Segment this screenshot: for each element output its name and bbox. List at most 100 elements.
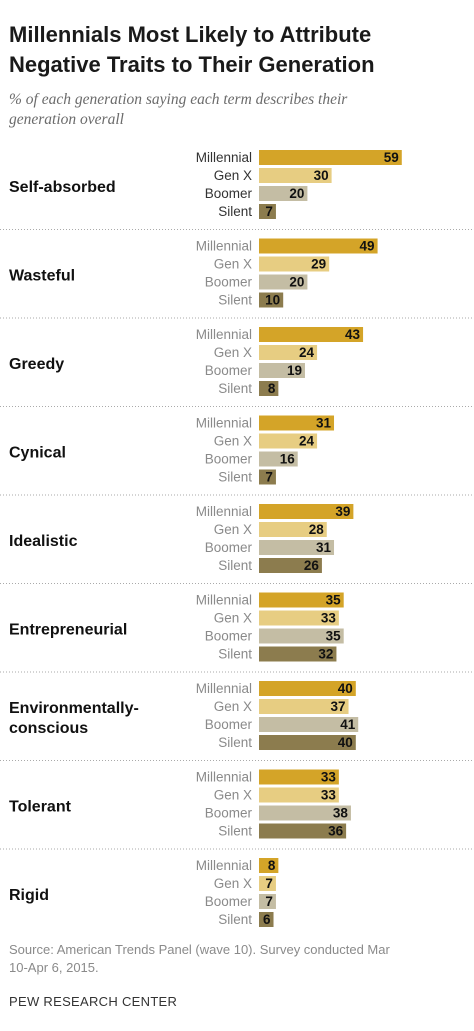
grouped-bar-chart: Self-absorbed Millennial 59 Gen X 30 Boomer 20… [0,150,474,927]
bar-greedy-boomer [259,363,305,378]
series-label-millennial: Millennial [196,504,252,519]
value-label: 24 [299,345,315,360]
bar-cynical-silent [259,469,276,485]
value-label: 40 [338,735,353,750]
bar-tolerant-boomer [259,805,351,821]
series-label-gen-x: Gen X [214,611,252,626]
bar-self-absorbed-boomer [259,186,308,201]
category-label: conscious [9,720,88,737]
bar-idealistic-silent [259,558,322,573]
value-label: 10 [265,293,280,308]
series-label-silent: Silent [218,912,252,927]
bar-entrepreneurial-silent [259,646,337,662]
bar-group-tolerant: Tolerant Millennial 33 Gen X 33 Boomer 38 Silen… [0,760,474,839]
value-label: 16 [280,452,296,467]
value-label: 35 [326,629,342,644]
category-label: Self-absorbed [9,179,116,196]
bar-rigid-millennial [259,858,279,873]
series-label-millennial: Millennial [196,150,252,165]
bar-group-entrepreneurial: Entrepreneurial Millennial 35 Gen X 33 Boomer… [0,583,474,662]
series-label-gen-x: Gen X [214,788,252,803]
bar-entrepreneurial-millennial [259,592,344,608]
bar-wasteful-boomer [259,274,308,290]
chart-title: Millennials Most Likely to Attribute Neg… [9,20,469,80]
bar-wasteful-millennial [259,238,378,254]
bar-idealistic-boomer [259,540,335,555]
series-label-silent: Silent [218,293,252,308]
series-label-boomer: Boomer [205,717,253,732]
value-label: 6 [263,912,271,927]
bar-rigid-silent [259,912,274,927]
value-label: 35 [326,593,342,608]
value-label: 32 [318,647,333,662]
series-label-gen-x: Gen X [214,522,252,537]
bar-cynical-boomer [259,451,298,467]
bar-entrepreneurial-boomer [259,628,344,644]
value-label: 38 [333,806,349,821]
bar-self-absorbed-millennial [259,150,402,165]
value-label: 7 [265,204,273,219]
series-label-millennial: Millennial [196,858,252,873]
category-label: Greedy [9,356,64,373]
value-label: 37 [331,699,346,714]
series-label-silent: Silent [218,558,252,573]
bar-environmentally-conscious-silent [259,735,356,750]
series-label-boomer: Boomer [205,540,253,555]
bar-group-greedy: Greedy Millennial 43 Gen X 24 Boomer 19 Silent 8 [0,317,474,396]
value-label: 41 [340,717,356,732]
series-label-millennial: Millennial [196,239,252,254]
value-label: 40 [338,681,353,696]
value-label: 7 [265,894,273,909]
bar-greedy-gen-x [259,345,318,360]
bar-self-absorbed-gen-x [259,168,332,183]
bar-rigid-gen-x [259,876,276,891]
bar-group-rigid: Rigid Millennial 8 Gen X 7 Boomer 7 Silent 6 [0,848,474,927]
series-label-millennial: Millennial [196,770,252,785]
category-label: Wasteful [9,268,75,285]
series-label-boomer: Boomer [205,806,253,821]
value-label: 33 [321,770,337,785]
category-label: Tolerant [9,799,72,816]
value-label: 43 [345,327,361,342]
pew-credit: PEW RESEARCH CENTER [9,994,178,1009]
bar-group-self-absorbed: Self-absorbed Millennial 59 Gen X 30 Boomer 20… [9,150,402,219]
bar-group-idealistic: Idealistic Millennial 39 Gen X 28 Boomer 31 Sil… [0,494,474,573]
bar-tolerant-gen-x [259,787,339,803]
value-label: 24 [299,434,315,449]
series-label-gen-x: Gen X [214,168,252,183]
value-label: 28 [309,522,325,537]
value-label: 36 [328,824,344,839]
value-label: 29 [311,257,326,272]
series-label-gen-x: Gen X [214,876,252,891]
bar-cynical-gen-x [259,433,318,449]
category-label: Idealistic [9,533,78,550]
series-label-gen-x: Gen X [214,434,252,449]
bar-wasteful-gen-x [259,256,330,272]
bar-wasteful-silent [259,292,284,308]
category-label: Cynical [9,445,66,462]
chart-title-line-1: Millennials Most Likely to Attribute [9,22,372,47]
bar-greedy-silent [259,381,279,396]
bar-tolerant-silent [259,823,347,839]
value-label: 31 [316,416,332,431]
series-label-silent: Silent [218,470,252,485]
series-label-boomer: Boomer [205,894,253,909]
series-label-millennial: Millennial [196,593,252,608]
source-line-1: Source: American Trends Panel (wave 10).… [9,942,390,957]
value-label: 7 [265,876,273,891]
series-label-silent: Silent [218,647,252,662]
value-label: 8 [268,858,276,873]
value-label: 20 [289,275,304,290]
bar-idealistic-gen-x [259,522,327,537]
category-label: Environmentally- [9,700,139,717]
series-label-silent: Silent [218,735,252,750]
category-label: Rigid [9,887,49,904]
source-note: Source: American Trends Panel (wave 10).… [9,941,464,977]
value-label: 31 [316,540,332,555]
value-label: 30 [314,168,329,183]
chart-title-line-2: Negative Traits to Their Generation [9,52,375,77]
series-label-millennial: Millennial [196,327,252,342]
series-label-gen-x: Gen X [214,699,252,714]
series-label-silent: Silent [218,381,252,396]
chart-subtitle: % of each generation saying each term de… [9,90,469,130]
